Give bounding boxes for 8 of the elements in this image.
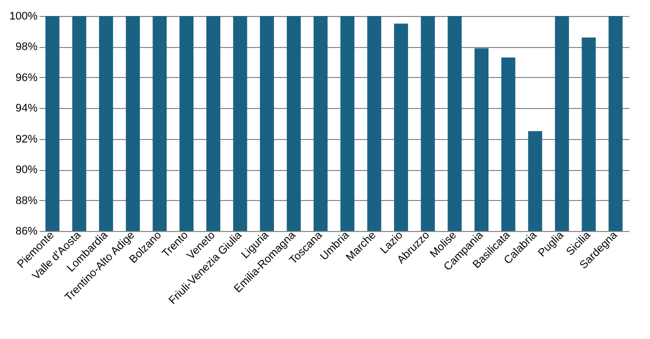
y-tick-label: 100% [9,10,38,22]
y-tick-label: 98% [15,41,38,54]
y-tick-label: 92% [15,133,38,146]
y-tick-label: 88% [15,194,38,207]
y-tick-label: 96% [15,72,38,84]
y-tick-label: 90% [15,164,38,176]
y-tick-label: 86% [15,226,38,238]
y-tick-label: 94% [15,102,38,115]
